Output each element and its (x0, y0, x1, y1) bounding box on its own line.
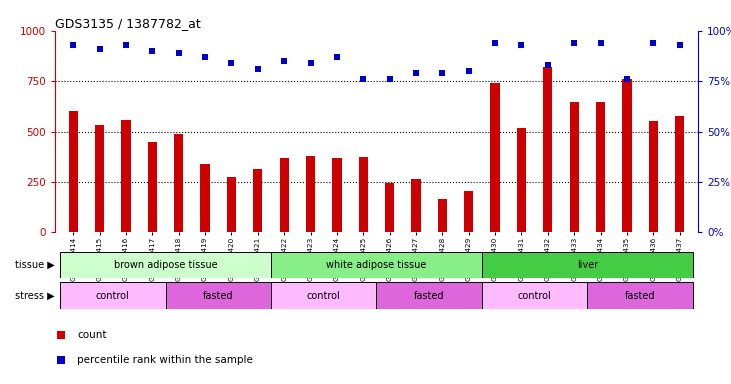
Bar (517, 129, 526, 232)
Bar (69, 111, 78, 232)
Bar (359, 157, 368, 232)
Point (542, 62, 553, 68)
Bar (271, 282, 376, 309)
Point (146, 48, 158, 54)
Bar (543, 67, 553, 232)
Point (279, 58, 290, 64)
Point (648, 40, 659, 46)
Bar (165, 282, 271, 309)
Text: liver: liver (577, 260, 598, 270)
Bar (569, 102, 579, 232)
Bar (333, 158, 341, 232)
Bar (412, 179, 420, 232)
Point (595, 40, 607, 46)
Point (120, 42, 132, 48)
Point (226, 60, 238, 66)
Text: count: count (77, 330, 107, 340)
Text: control: control (518, 291, 551, 301)
Bar (675, 116, 684, 232)
Point (200, 54, 211, 60)
Point (384, 76, 395, 82)
Text: fasted: fasted (625, 291, 656, 301)
Bar (385, 183, 394, 232)
Bar (148, 142, 157, 232)
Bar (648, 121, 658, 232)
Point (410, 70, 422, 76)
Point (436, 70, 448, 76)
Bar (306, 156, 315, 232)
Bar (60, 282, 165, 309)
Bar (464, 191, 474, 232)
Bar (438, 199, 447, 232)
Bar (491, 83, 500, 232)
Bar (588, 282, 693, 309)
Point (674, 42, 686, 48)
Text: control: control (96, 291, 129, 301)
Bar (227, 177, 236, 232)
Bar (271, 252, 482, 278)
Bar (376, 282, 482, 309)
Bar (174, 134, 183, 232)
Point (621, 76, 633, 82)
Text: GDS3135 / 1387782_at: GDS3135 / 1387782_at (55, 17, 200, 30)
Point (331, 54, 343, 60)
Bar (95, 126, 105, 232)
Bar (482, 282, 588, 309)
Point (357, 76, 369, 82)
Text: fasted: fasted (414, 291, 444, 301)
Bar (253, 169, 262, 232)
Bar (596, 102, 605, 232)
Bar (279, 158, 289, 232)
Bar (200, 164, 210, 232)
Point (463, 68, 474, 74)
Bar (121, 121, 131, 232)
Point (252, 66, 264, 72)
Point (489, 40, 501, 46)
Point (173, 50, 185, 56)
Bar (60, 252, 271, 278)
Text: tissue ▶: tissue ▶ (15, 260, 55, 270)
Text: stress ▶: stress ▶ (15, 291, 55, 301)
Point (94, 46, 105, 52)
Text: brown adipose tissue: brown adipose tissue (114, 260, 217, 270)
Bar (482, 252, 693, 278)
Text: fasted: fasted (203, 291, 233, 301)
Text: percentile rank within the sample: percentile rank within the sample (77, 355, 253, 365)
Text: control: control (307, 291, 341, 301)
Point (305, 60, 317, 66)
Text: white adipose tissue: white adipose tissue (326, 260, 427, 270)
Point (515, 42, 527, 48)
Point (67, 42, 79, 48)
Bar (622, 79, 632, 232)
Point (568, 40, 580, 46)
